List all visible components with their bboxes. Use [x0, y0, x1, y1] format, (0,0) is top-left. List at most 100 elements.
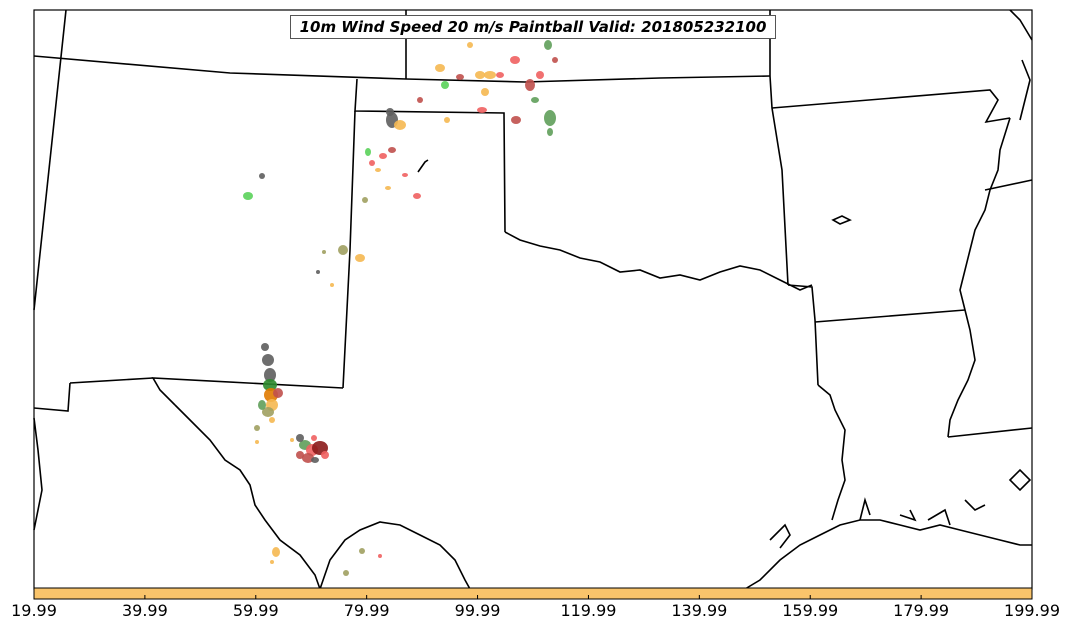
colorbar-tick-label: 99.99 — [454, 601, 501, 620]
paintball-blob — [547, 128, 553, 136]
paintball-blob — [544, 40, 552, 50]
paintball-blob — [261, 343, 269, 351]
paintball-blob — [254, 425, 260, 431]
border-mo-ia — [771, 89, 1011, 124]
border-ut-co — [33, 9, 67, 311]
colorbar-tick-label: 159.99 — [782, 601, 839, 620]
colorbar-tick-label: 59.99 — [232, 601, 279, 620]
colorbar-tick-label: 79.99 — [343, 601, 390, 620]
paintball-blob — [262, 354, 274, 366]
paintball-blob — [359, 548, 365, 554]
paintball-blob — [456, 74, 464, 80]
colorbar-tick-label: 199.99 — [1004, 601, 1060, 620]
paintball-blob — [552, 57, 558, 63]
paintball-blob — [441, 81, 449, 89]
paintball-blob — [378, 554, 382, 558]
border-nm-tx-south — [151, 377, 344, 406]
paintball-blob — [496, 72, 504, 78]
paintball-blob — [417, 97, 423, 103]
paintball-blob — [435, 64, 445, 72]
colorbar-tick-label: 19.99 — [11, 601, 57, 620]
paintball-blob — [444, 117, 450, 123]
border-ar-la — [814, 309, 966, 323]
reservoir-nm — [417, 159, 429, 173]
paintball-blob — [355, 254, 365, 262]
paintball-blob — [484, 71, 496, 79]
rio-grande-west — [174, 404, 321, 590]
paintball-blob — [510, 56, 520, 64]
paintball-blob — [544, 110, 556, 126]
border-ok-tx — [504, 231, 813, 291]
paintball-blob — [402, 173, 408, 177]
border-tn — [984, 179, 1033, 191]
border-az-nm — [69, 377, 154, 384]
paintball-blob — [269, 417, 275, 423]
paintball-blob — [338, 245, 348, 255]
paintball-blob — [270, 560, 274, 564]
coast-inlet-4 — [964, 499, 986, 511]
border-az-west — [33, 417, 43, 531]
paintball-blob — [362, 197, 368, 203]
rio-grande-east — [319, 521, 471, 590]
paintball-blob — [322, 250, 326, 254]
border-la-ms — [947, 427, 1033, 438]
paintball-blob — [259, 173, 265, 179]
paintball-blob — [525, 79, 535, 91]
paintball-blob — [343, 570, 349, 576]
lake-pontchartrain — [1008, 468, 1032, 492]
coast-inlet-2 — [899, 509, 917, 522]
paintball-blob — [386, 108, 394, 116]
map-title: 10m Wind Speed 20 m/s Paintball Valid: 2… — [290, 15, 776, 39]
paintball-blob — [290, 438, 294, 442]
colorbar-ticks — [33, 595, 1033, 599]
paintball-blob — [263, 379, 277, 391]
mississippi-river — [947, 117, 1011, 438]
colorbar-tick-label: 139.99 — [671, 601, 728, 620]
border-il — [1009, 9, 1033, 41]
paintball-blob — [369, 160, 375, 166]
paintball-blob — [379, 153, 387, 159]
paintball-blob — [272, 547, 280, 557]
colorbar — [33, 587, 1033, 600]
paintball-blob — [413, 193, 421, 199]
paintball-blob — [316, 270, 320, 274]
paintball-blob — [477, 107, 487, 113]
paintball-blob — [375, 168, 381, 172]
paintball-blob — [255, 440, 259, 444]
galveston-bay — [769, 523, 791, 549]
coast-inlet-3 — [927, 508, 951, 526]
paintball-blob — [258, 400, 266, 410]
map-frame — [33, 9, 1033, 590]
border-nm-tx-east — [342, 110, 356, 389]
paintball-blob — [511, 116, 521, 124]
paintball-blob — [330, 283, 334, 287]
paintball-blob — [467, 42, 473, 48]
paintball-blob — [311, 435, 317, 441]
colorbar-tick-label: 179.99 — [893, 601, 950, 620]
coast-inlet-1 — [859, 497, 871, 521]
paintball-blob — [475, 71, 485, 79]
colorbar-tick-label: 39.99 — [121, 601, 168, 620]
paintball-blob — [262, 407, 274, 417]
paintball-blob — [321, 451, 329, 459]
river-ohio — [1019, 59, 1031, 121]
paintball-blob — [302, 453, 314, 463]
paintball-blob — [296, 451, 304, 459]
paintball-blob — [264, 368, 276, 382]
paintball-blob — [531, 97, 539, 103]
paintball-blob — [536, 71, 544, 79]
border-co-nm-ok — [354, 78, 506, 233]
state-borders — [33, 9, 1033, 590]
gulf-coast — [744, 519, 1032, 590]
border-ok-ar — [787, 284, 819, 386]
border-az-mexico — [33, 382, 71, 412]
paintball-blob — [365, 148, 371, 156]
paintball-blob — [394, 120, 406, 130]
lake-ar — [831, 215, 852, 225]
paintball-blob — [385, 186, 391, 190]
paintball-blob — [388, 147, 396, 153]
paintball-blob — [273, 388, 283, 398]
border-wy-co — [33, 55, 771, 83]
paintball-blob — [296, 434, 304, 442]
